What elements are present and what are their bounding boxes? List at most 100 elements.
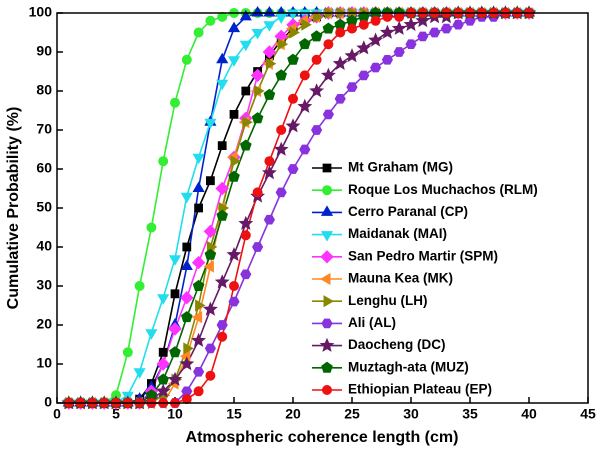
marker xyxy=(169,97,181,108)
marker xyxy=(204,248,217,260)
legend-marker xyxy=(320,272,331,286)
marker xyxy=(334,93,346,104)
marker xyxy=(241,86,251,96)
marker xyxy=(299,144,311,155)
marker xyxy=(180,192,193,204)
y-tick-label: 40 xyxy=(36,238,52,254)
marker xyxy=(403,16,419,32)
marker xyxy=(252,242,264,252)
marker xyxy=(181,54,192,65)
marker xyxy=(298,38,311,50)
marker xyxy=(214,274,230,289)
marker xyxy=(263,88,276,100)
marker xyxy=(299,70,310,81)
marker xyxy=(301,18,312,31)
marker xyxy=(370,15,381,26)
marker xyxy=(182,242,192,252)
legend-label: Ethiopian Plateau (EP) xyxy=(348,382,492,397)
marker xyxy=(310,30,323,42)
legend-label: San Pedro Martir (SPM) xyxy=(348,248,498,263)
marker xyxy=(228,296,240,307)
marker xyxy=(194,203,203,213)
marker xyxy=(191,255,206,270)
marker xyxy=(276,125,287,135)
marker xyxy=(158,156,169,167)
marker xyxy=(252,187,263,198)
marker xyxy=(393,47,405,57)
marker xyxy=(263,21,276,32)
y-axis-label: Cumulative Probability (%) xyxy=(5,107,22,310)
marker xyxy=(205,15,216,26)
marker xyxy=(183,342,194,355)
x-tick-label: 30 xyxy=(403,406,419,422)
marker xyxy=(193,386,204,397)
marker xyxy=(146,222,157,233)
marker xyxy=(228,281,240,291)
marker xyxy=(417,31,429,42)
marker xyxy=(216,79,229,91)
marker xyxy=(216,209,229,221)
marker xyxy=(204,343,216,354)
marker xyxy=(358,19,369,30)
marker xyxy=(391,20,407,35)
marker xyxy=(215,181,229,196)
legend-label: Daocheng (DC) xyxy=(348,337,446,352)
y-tick-label: 50 xyxy=(36,199,52,215)
marker xyxy=(358,70,370,81)
marker xyxy=(192,181,205,192)
marker xyxy=(322,22,335,34)
marker xyxy=(261,165,277,180)
marker xyxy=(452,19,464,30)
legend-label: Ali (AL) xyxy=(348,315,396,330)
marker xyxy=(240,269,252,280)
marker xyxy=(264,156,275,167)
marker xyxy=(239,9,252,21)
marker xyxy=(262,45,277,59)
x-tick-label: 10 xyxy=(167,406,183,422)
marker xyxy=(335,27,346,38)
legend-marker xyxy=(322,163,332,173)
x-tick-label: 5 xyxy=(112,406,120,422)
marker xyxy=(320,67,336,82)
marker xyxy=(133,368,146,379)
marker xyxy=(368,32,384,47)
marker xyxy=(273,141,289,156)
y-tick-label: 60 xyxy=(36,160,52,176)
marker xyxy=(204,118,217,130)
marker xyxy=(191,332,207,347)
marker xyxy=(381,54,393,65)
marker xyxy=(275,13,288,24)
x-tick-label: 35 xyxy=(462,406,478,422)
marker xyxy=(134,281,145,291)
marker xyxy=(226,246,242,262)
marker xyxy=(346,23,358,34)
marker xyxy=(157,373,170,385)
marker xyxy=(275,69,288,81)
marker xyxy=(122,347,133,358)
y-tick-label: 30 xyxy=(36,277,52,293)
marker xyxy=(405,39,417,50)
marker xyxy=(169,346,181,358)
marker xyxy=(323,39,334,50)
marker xyxy=(145,329,158,340)
legend-label: Roque Los Muchachos (RLM) xyxy=(348,182,538,197)
marker xyxy=(251,29,264,40)
marker xyxy=(203,224,218,239)
legend-label: Mauna Kea (MK) xyxy=(348,271,453,286)
marker xyxy=(191,311,203,324)
legend-label: Maidanak (MAI) xyxy=(348,226,447,241)
marker xyxy=(275,187,287,198)
x-tick-label: 25 xyxy=(344,406,360,422)
marker xyxy=(180,290,194,305)
marker xyxy=(202,301,218,316)
marker xyxy=(192,153,205,165)
marker xyxy=(229,110,239,119)
marker xyxy=(297,98,313,113)
x-tick-label: 20 xyxy=(285,406,301,422)
marker xyxy=(230,155,241,168)
marker xyxy=(168,322,182,336)
legend-marker xyxy=(320,205,334,216)
marker xyxy=(311,125,323,135)
marker xyxy=(239,40,252,52)
marker xyxy=(309,83,325,98)
